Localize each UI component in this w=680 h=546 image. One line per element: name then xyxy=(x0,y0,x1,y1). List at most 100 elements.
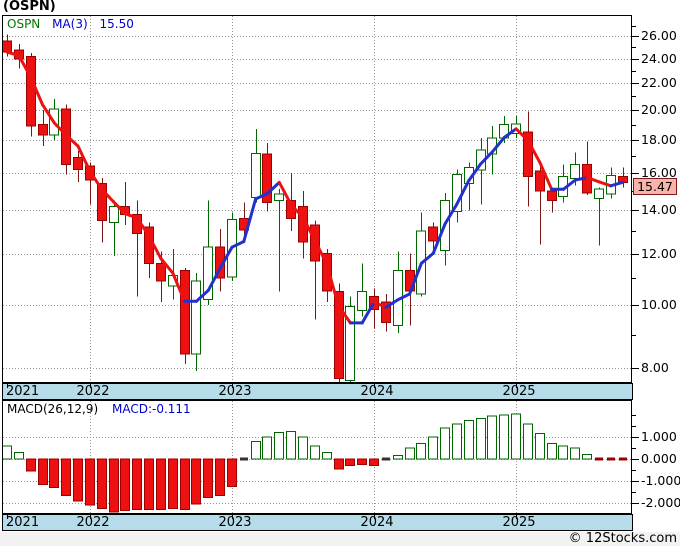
price-tick-label: 18.00 xyxy=(641,132,677,147)
year-label: 2021 xyxy=(6,515,40,530)
macd-legend: MACD(26,12,9) MACD:-0.111 xyxy=(7,402,201,416)
year-label: 2023 xyxy=(218,515,252,530)
last-price-badge: 15.47 xyxy=(633,178,677,195)
macd-bar-positive xyxy=(582,454,592,460)
candle-down xyxy=(523,131,533,177)
macd-bar-positive xyxy=(547,443,557,460)
ma-line-segment xyxy=(242,197,258,243)
legend-symbol: OSPN xyxy=(7,17,41,31)
ma-line-segment xyxy=(64,133,80,148)
price-tick-label: 14.00 xyxy=(641,202,677,217)
macd-bar-positive xyxy=(14,451,24,460)
ma-line-segment xyxy=(171,271,187,303)
macd-bar-positive xyxy=(428,436,438,460)
macd-bar-positive xyxy=(476,417,486,460)
ma-line-segment xyxy=(337,304,352,325)
macd-bar-positive xyxy=(511,413,521,460)
macd-bar-near-zero xyxy=(619,457,627,461)
year-tick xyxy=(232,384,233,388)
year-label: 2022 xyxy=(76,515,110,530)
ma-line-segment xyxy=(5,50,21,57)
candle-up xyxy=(203,246,213,300)
price-tick-label: 16.00 xyxy=(641,165,677,180)
macd-bar-positive xyxy=(440,427,450,460)
macd-bar-negative xyxy=(168,458,178,509)
macd-tick-label: 0.000 xyxy=(641,451,677,466)
macd-bar-positive xyxy=(310,445,320,460)
candle-down xyxy=(535,170,545,192)
x-axis-band-bottom: 2021 2022 2023 2024 2025 xyxy=(2,514,633,531)
price-tick-major xyxy=(632,254,639,255)
macd-bar-negative xyxy=(97,458,107,509)
macd-bar-negative xyxy=(369,458,379,467)
ma-line-segment xyxy=(206,266,222,292)
ma-line-segment xyxy=(597,180,613,188)
macd-tick-major xyxy=(632,481,639,482)
macd-bar-negative xyxy=(156,458,166,511)
year-label: 2021 xyxy=(6,384,40,399)
year-label: 2024 xyxy=(360,515,394,530)
ma-line-segment xyxy=(443,202,459,226)
ma-line-segment xyxy=(88,169,104,191)
price-tick-minor xyxy=(632,47,636,48)
macd-panel: MACD(26,12,9) MACD:-0.111 xyxy=(2,400,632,514)
ma-line-segment xyxy=(408,261,423,296)
price-tick-major xyxy=(632,368,639,369)
macd-plot xyxy=(3,401,631,513)
ma-line-segment xyxy=(396,292,412,302)
macd-bar-negative xyxy=(227,458,237,487)
macd-bar-near-zero xyxy=(595,457,603,461)
price-tick-label: 20.00 xyxy=(641,102,677,117)
watermark: © 12Stocks.com xyxy=(568,531,677,546)
year-tick xyxy=(374,384,375,388)
macd-bar-negative xyxy=(334,458,344,470)
macd-bar-negative xyxy=(26,458,36,472)
ma-line-segment xyxy=(372,300,388,309)
candle-down xyxy=(97,183,107,222)
macd-bar-negative xyxy=(132,458,142,511)
price-tick-major xyxy=(632,59,639,60)
macd-tick-major xyxy=(632,437,639,438)
ma-line-segment xyxy=(479,150,494,166)
year-label: 2025 xyxy=(502,384,536,399)
candle-down xyxy=(547,190,557,201)
macd-bar-negative xyxy=(73,458,83,502)
ma-line-segment xyxy=(289,203,305,219)
year-tick xyxy=(374,515,375,519)
x-axis-band-top: 2021 2022 2023 2024 2025 xyxy=(2,383,633,400)
macd-tick-minor xyxy=(632,448,636,449)
candle-up xyxy=(251,152,261,199)
candle-up xyxy=(345,305,355,381)
year-label: 2022 xyxy=(76,384,110,399)
price-tick-minor xyxy=(632,71,636,72)
ma-line-segment xyxy=(514,127,530,143)
ma-line-segment xyxy=(609,180,625,188)
ma-line-segment xyxy=(573,176,589,182)
macd-bar-negative xyxy=(85,458,95,506)
ma-line-segment xyxy=(502,127,518,139)
macd-bar-positive xyxy=(487,415,497,460)
ma-line-segment xyxy=(76,144,92,173)
macd-bar-positive xyxy=(286,431,296,460)
year-label: 2024 xyxy=(360,384,394,399)
macd-tick-major xyxy=(632,503,639,504)
price-tick-label: 24.00 xyxy=(641,51,677,66)
price-tick-major xyxy=(632,173,639,174)
macd-bar-negative xyxy=(215,458,225,496)
macd-tick-minor xyxy=(632,470,636,471)
price-tick-major xyxy=(632,110,639,111)
ma-line-segment xyxy=(230,240,246,249)
candle-down xyxy=(428,226,438,242)
price-tick-minor xyxy=(632,125,636,126)
year-tick xyxy=(232,515,233,519)
macd-bar-positive xyxy=(393,455,403,460)
year-tick xyxy=(90,515,91,519)
macd-bar-positive xyxy=(523,423,533,460)
macd-value: MACD:-0.111 xyxy=(111,402,191,416)
macd-bar-positive xyxy=(416,443,426,460)
macd-bar-positive xyxy=(558,445,568,460)
candle-down xyxy=(38,124,48,136)
macd-tick-label: 1.000 xyxy=(641,429,677,444)
candle-down xyxy=(381,301,391,323)
